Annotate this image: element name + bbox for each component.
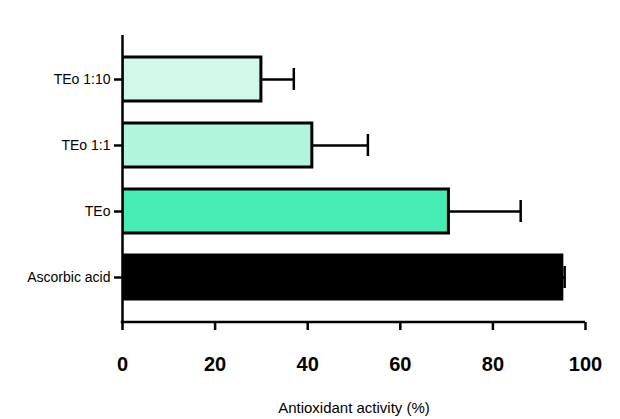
svg-text:0: 0 [117,353,128,375]
svg-text:40: 40 [297,353,319,375]
svg-text:60: 60 [389,353,411,375]
svg-text:TEo 1:10: TEo 1:10 [54,71,111,87]
svg-text:Antioxidant activity (%): Antioxidant activity (%) [278,399,430,416]
svg-text:80: 80 [482,353,504,375]
svg-text:Ascorbic acid: Ascorbic acid [27,269,110,285]
svg-text:TEo: TEo [85,203,111,219]
svg-text:TEo 1:1: TEo 1:1 [61,137,110,153]
svg-text:20: 20 [204,353,226,375]
svg-text:100: 100 [569,353,602,375]
